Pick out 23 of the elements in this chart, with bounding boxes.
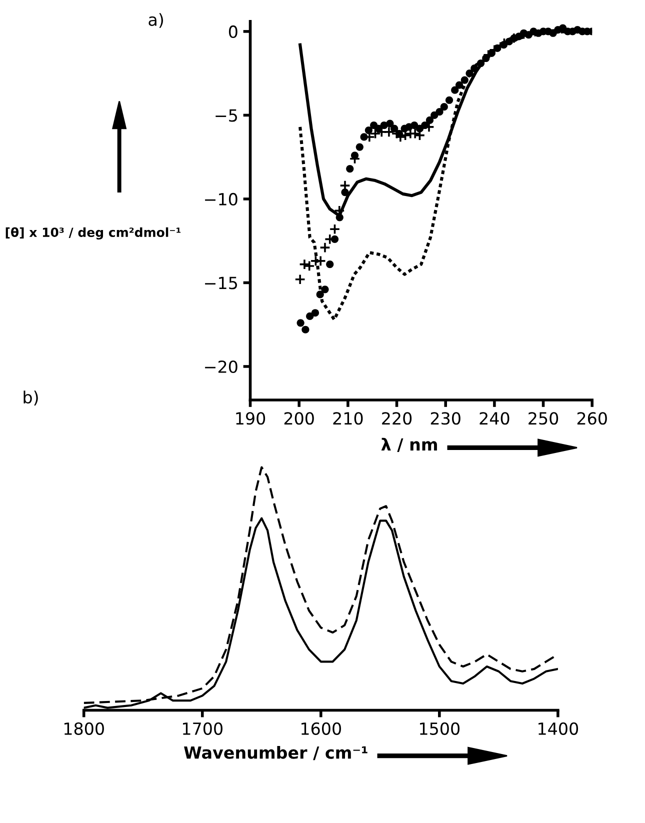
x-tick-label: 1500 (420, 722, 460, 735)
y-tick-label: −5 (216, 109, 237, 122)
x-axis-title: λ / nm (381, 438, 437, 452)
x-tick-label: 240 (480, 412, 510, 425)
x-tick-label: 260 (577, 412, 607, 425)
x-tick-label: 220 (382, 412, 412, 425)
x-tick-label: 200 (284, 412, 314, 425)
y-tick-label: 0 (228, 25, 238, 38)
x-tick-label: 1800 (64, 722, 104, 735)
x-tick-label: 1600 (302, 722, 341, 735)
x-tick-label: 250 (528, 412, 558, 425)
x-tick-label: 210 (333, 412, 363, 425)
chart-title: a) (148, 13, 163, 28)
x-tick-label: 230 (430, 412, 460, 425)
x-axis-title: Wavenumber / cm⁻¹ (184, 746, 368, 760)
chart-title: b) (24, 390, 38, 406)
x-tick-label: 190 (236, 412, 266, 425)
y-tick-label: −15 (205, 276, 237, 290)
y-tick-label: −20 (205, 360, 238, 374)
y-tick-label: −10 (205, 192, 238, 206)
y-axis-title: [θ] x 10³ / deg cm²dmol⁻¹ (6, 227, 181, 240)
x-tick-label: 1400 (538, 722, 578, 735)
x-tick-label: 1700 (182, 722, 222, 735)
